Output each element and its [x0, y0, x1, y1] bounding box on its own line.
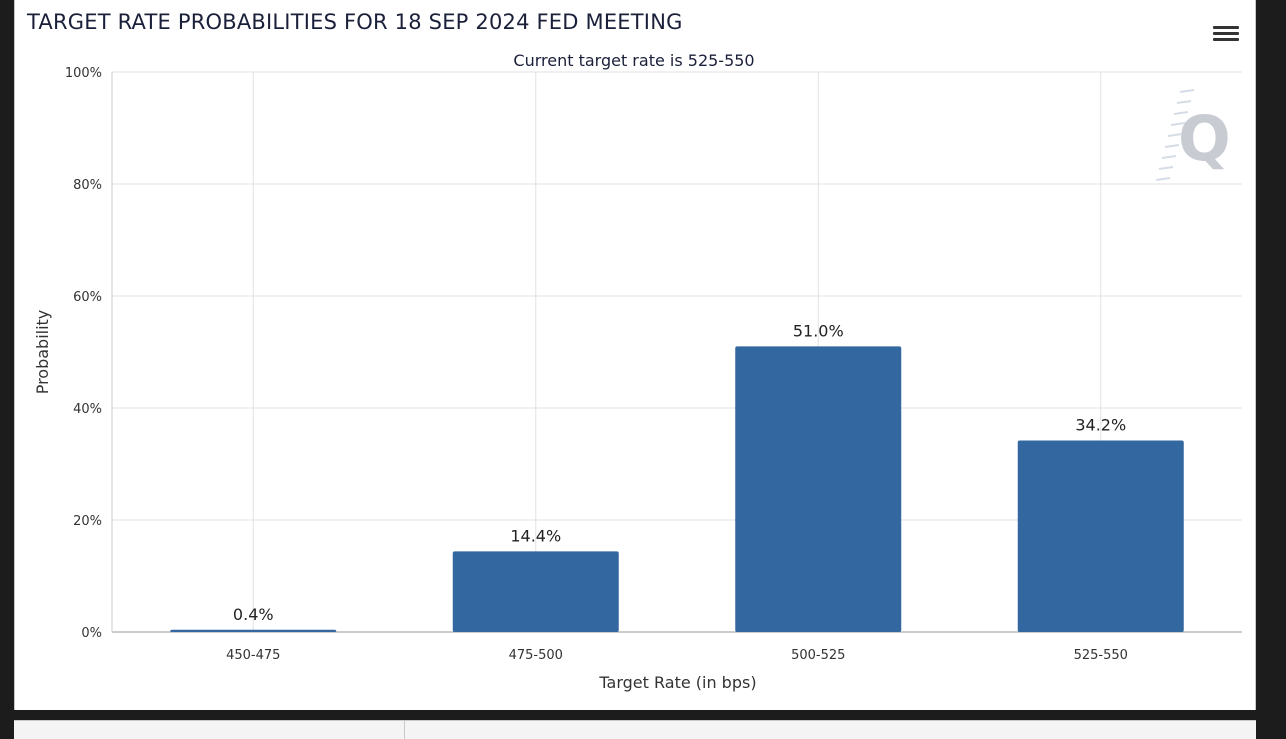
watermark-q-icon: Q — [1178, 102, 1231, 175]
hamburger-menu-icon[interactable] — [1213, 24, 1239, 46]
footer-strip — [14, 720, 1256, 739]
watermark-stripe — [1179, 89, 1195, 93]
chart-subtitle: Current target rate is 525-550 — [513, 51, 754, 70]
x-tick-label-450-475: 450-475 — [226, 648, 280, 663]
chart-panel: TARGET RATE PROBABILITIES FOR 18 SEP 202… — [14, 0, 1256, 710]
data-label-450-475: 0.4% — [233, 605, 274, 624]
x-axis-title: Target Rate (in bps) — [598, 673, 756, 692]
data-label-475-500: 14.4% — [510, 526, 561, 545]
bar-475-500[interactable] — [452, 551, 619, 632]
y-tick-label: 100% — [65, 66, 102, 81]
y-tick-label: 40% — [73, 402, 102, 417]
watermark-stripe — [1176, 100, 1192, 104]
watermark-stripe — [1158, 166, 1174, 170]
data-label-525-550: 34.2% — [1075, 415, 1126, 434]
footer-divider — [404, 721, 405, 739]
y-axis-title: Probability — [33, 310, 52, 395]
bar-525-550[interactable] — [1017, 440, 1184, 632]
y-tick-label: 80% — [73, 178, 102, 193]
bar-450-475[interactable] — [170, 629, 337, 632]
watermark-stripe — [1164, 144, 1180, 148]
watermark-stripe — [1167, 133, 1183, 137]
watermark-stripe — [1173, 111, 1189, 115]
bar-500-525[interactable] — [735, 346, 902, 632]
labels-group: 0% 20% 40% 60% 80% 100% 0.4% 450-475 14.4% 475-50… — [33, 51, 1128, 692]
y-tick-label: 0% — [81, 626, 102, 641]
x-tick-label-500-525: 500-525 — [791, 648, 845, 663]
y-tick-label: 60% — [73, 290, 102, 305]
x-tick-label-525-550: 525-550 — [1074, 648, 1128, 663]
y-tick-label: 20% — [73, 514, 102, 529]
chart-title: TARGET RATE PROBABILITIES FOR 18 SEP 202… — [27, 10, 683, 34]
watermark-stripe — [1155, 177, 1171, 181]
watermark-logo: Q — [1155, 89, 1231, 181]
watermark-stripe — [1170, 122, 1186, 126]
bars-group — [170, 346, 1184, 632]
x-tick-label-475-500: 475-500 — [509, 648, 563, 663]
watermark-stripe — [1161, 155, 1177, 159]
data-label-500-525: 51.0% — [793, 321, 844, 340]
